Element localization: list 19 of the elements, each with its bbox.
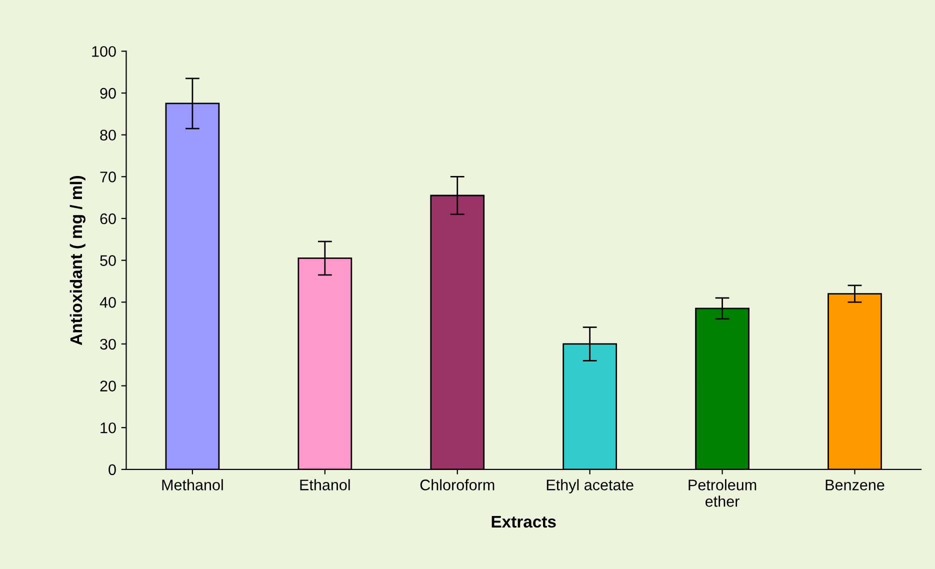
y-axis-title: Antioxidant ( mg / ml)	[70, 176, 86, 346]
x-tick-label: Methanol	[162, 479, 223, 490]
x-tick-label: Ethyl acetate	[546, 479, 634, 494]
x-tick-label: Chloroform	[420, 479, 494, 490]
x-tick-label: Benzene	[826, 480, 884, 490]
y-tick-label: 10	[100, 422, 116, 434]
y-tick-label: 0	[108, 464, 116, 476]
y-tick-label: 20	[100, 380, 116, 392]
y-tick-label: 60	[100, 213, 116, 224]
y-tick-label: 90	[100, 88, 116, 99]
y-tick-label: 30	[100, 338, 116, 350]
x-axis-title: Extracts	[492, 516, 556, 528]
y-tick-label: 50	[100, 255, 116, 266]
x-tick-label: Petroleum ether	[688, 479, 756, 507]
y-tick-label: 80	[100, 130, 116, 141]
y-tick-label: 40	[100, 297, 116, 308]
x-tick-label: Ethanol	[300, 479, 350, 490]
y-tick-label: 70	[100, 172, 116, 182]
y-tick-label: 100	[92, 46, 116, 57]
